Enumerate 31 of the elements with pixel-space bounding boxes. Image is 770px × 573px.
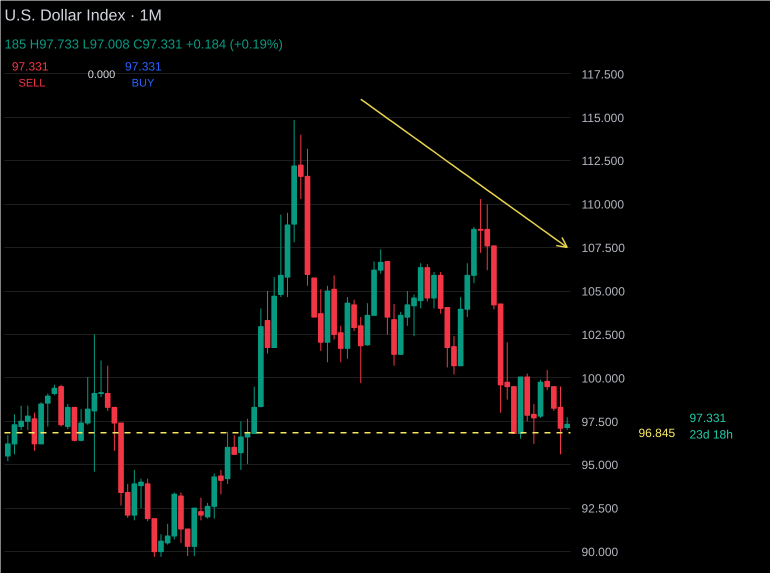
y-tick-label: 90.000 (582, 545, 619, 560)
text: 23d 18h (690, 428, 733, 442)
y-tick-label: 115.000 (582, 110, 624, 125)
candlestick (52, 384, 58, 396)
candlestick (64, 403, 71, 430)
candlestick (231, 434, 238, 455)
y-tick-label: 95.000 (582, 458, 619, 472)
y-tick-label: 105.000 (582, 284, 626, 299)
candlestick (218, 469, 224, 495)
candlestick (564, 416, 570, 430)
annotation: 97.331 (12, 60, 49, 74)
chart-subtitle: 185 H97.733 L97.008 C97.331 +0.184 (+0.19%) (4, 36, 283, 52)
candlestick (431, 271, 437, 309)
y-tick-label: 100.000 (582, 371, 626, 386)
candlestick (44, 393, 51, 428)
candlestick (198, 497, 204, 521)
y-tick-label: 102.500 (582, 328, 626, 342)
y-tick-label: 110.000 (582, 198, 624, 212)
annotation: 97.331 (125, 60, 162, 74)
y-tick-label: 117.500 (582, 67, 624, 82)
y-tick-label: 97.500 (582, 414, 619, 429)
line-series (360, 98, 568, 248)
text: 97.331 (690, 411, 727, 426)
annotation: 0.000 (88, 68, 116, 81)
annotation: BUY (132, 77, 155, 90)
annotation: SELL (18, 77, 46, 90)
y-tick-label: 112.500 (582, 154, 624, 168)
ref-line-label: 96.845 (638, 426, 676, 440)
y-tick-label: 92.500 (582, 502, 619, 516)
chart-title: U.S. Dollar Index · 1M (4, 8, 162, 24)
y-tick-label: 107.500 (582, 241, 626, 256)
